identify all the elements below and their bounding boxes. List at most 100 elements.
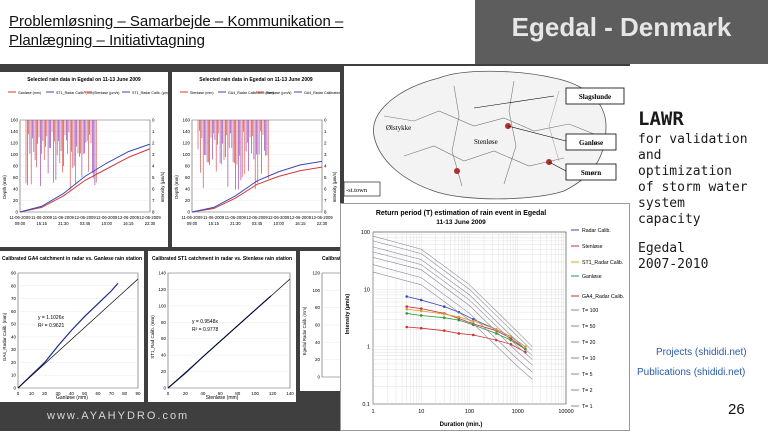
chart2-xtick-date: 12-06-2009 (246, 215, 268, 220)
rp-xtick: 100 (465, 409, 474, 415)
chart2-series-line (191, 160, 323, 213)
rp-series-point (442, 316, 446, 320)
map-marker-stenlose (454, 168, 460, 174)
scatter3-ylabel: Egedal Radar Calib. (mm) (302, 306, 307, 355)
chart1-ytick: 40 (13, 187, 19, 192)
chart1-y2label: Intensity (µm/s) (160, 171, 165, 202)
scatter1-xtick: 20 (42, 391, 48, 396)
chart1-y2tick: 0 (152, 118, 155, 123)
chart2-y2tick: 3 (324, 152, 327, 157)
rp-series-point (495, 328, 498, 331)
scatter2-xtick: 80 (235, 391, 241, 396)
map-road-4 (503, 80, 517, 185)
map-label-box-ganlose (565, 133, 617, 151)
rp-xlabel: Duration (min.) (440, 422, 483, 428)
chart1-xtick-time: 03:45 (80, 221, 91, 226)
scatter1-title: Calibrated GA4 catchment in radar vs. Ga… (2, 256, 142, 262)
return-period-svg: Return period (T) estimation of rain eve… (345, 210, 624, 428)
chart1-xtick-time: 09:00 (15, 221, 26, 226)
chart1-legend-item: ST1_Radar Calib. (mm) (56, 91, 94, 95)
location-title: Egedal - Denmark (511, 12, 732, 42)
scatter-ga4-svg: Calibrated GA4 catchment in radar vs. Ga… (2, 256, 142, 401)
chart2-legend-item: Stenløse (µm/s) (266, 91, 291, 95)
map-pointer-slagslunde (473, 95, 555, 109)
map-label-stenlose: Stenløse (474, 138, 498, 146)
chart2-xtick-time: 22:30 (317, 221, 328, 226)
header-right: Egedal - Denmark (475, 0, 768, 64)
chart1-y2tick: 6 (152, 187, 155, 192)
rp-legend-item: Radar Calib. (582, 228, 611, 234)
rp-series-point (457, 315, 461, 319)
chart1-y2tick: 2 (152, 141, 155, 146)
rp-ytick: 10 (364, 287, 370, 293)
rp-series-point (419, 326, 423, 330)
scatter3-ytick: 100 (312, 288, 320, 293)
rp-series-point (419, 314, 423, 317)
chart2-y2tick: 1 (324, 129, 327, 134)
chart1-xtick-time: 21:30 (58, 221, 69, 226)
chart1-ytick: 20 (13, 198, 19, 203)
rp-series-line (406, 313, 526, 350)
publications-link[interactable]: Publications (shididi.net) (637, 367, 746, 378)
rp-series-line (406, 308, 526, 347)
chart2-y2tick: 4 (324, 164, 327, 169)
scatter-chart-egedal: Calibrat 120 100 80 60 40 20 0 Egedal Radar Ca… (300, 251, 345, 391)
chart1-xtick-date: 12-06-2009 (96, 215, 118, 220)
scatter2-ytick: 120 (158, 287, 166, 292)
map-label-smorn: Smørn (581, 169, 601, 177)
chart1-legend-item: Ganløse (mm) (18, 91, 41, 95)
chart2-xtick-date: 12-06-2009 (290, 215, 312, 220)
chart2-y2tick: 2 (324, 141, 327, 146)
rp-title: Return period (T) estimation of rain eve… (376, 210, 546, 217)
chart1-ytick: 140 (10, 129, 18, 134)
chart1-title: Selected rain data in Egedal on 11-13 Ju… (27, 77, 141, 83)
scatter2-xtick: 100 (251, 391, 259, 396)
scatter2-ytick: 60 (161, 336, 167, 341)
lawr-line-6: capacity (638, 212, 701, 227)
map-pointer-smorn (548, 161, 567, 172)
chart2-xtick-time: 16:15 (295, 221, 306, 226)
scatter3-ytick: 0 (317, 375, 320, 380)
scatter1-ytick: 40 (11, 334, 17, 339)
projects-link[interactable]: Projects (shididi.net) (656, 347, 747, 358)
scatter1-xtick: 70 (109, 391, 115, 396)
rp-series-point (495, 332, 498, 335)
lawr-line-5: system (638, 196, 685, 211)
lawr-line-3: optimization (638, 164, 732, 179)
scatter3-ytick: 80 (315, 305, 321, 310)
scatter2-xtick: 60 (218, 391, 224, 396)
rp-ytick: 0.1 (362, 402, 370, 408)
scatter2-xlabel: Stenløse (mm) (206, 395, 239, 401)
scatter2-ytick: 100 (158, 303, 166, 308)
map-label-olstykke: Ølstykke (386, 124, 411, 132)
chart1-xtick-date: 12-06-2009 (139, 215, 161, 220)
rp-series-point (442, 312, 446, 316)
chart2-xtick-time: 21:30 (230, 221, 241, 226)
rp-series-line (372, 240, 533, 351)
chart2-ytick: 0 (187, 210, 190, 215)
chart1-y2tick: 3 (152, 152, 155, 157)
scatter1-xlabel: Ganløse (mm) (56, 395, 88, 401)
scatter2-xtick: 120 (269, 391, 277, 396)
lawr-block: LAWR for validation and optimization of … (638, 108, 748, 228)
scatter3-ytick: 120 (312, 271, 320, 276)
chart1-xtick-time: 15:15 (36, 221, 47, 226)
chart2-title: Selected rain data in Egedal on 11-13 Ju… (199, 77, 313, 83)
scatter1-xtick: 30 (55, 391, 61, 396)
map-label-slagslunde: Slagslunde (579, 93, 611, 101)
rp-series-line (372, 264, 533, 373)
scatter3-ytick: 20 (315, 357, 321, 362)
page-number: 26 (728, 401, 745, 418)
chart2-ytick: 120 (182, 141, 190, 146)
rp-series-point (457, 318, 461, 322)
rp-legend-item: ST1_Radar Calib. (582, 260, 623, 266)
rp-series-point (472, 333, 475, 337)
chart2-y2tick: 5 (324, 175, 327, 180)
chart2-legend-item: GA4_Radar Calibrated (mm) (228, 91, 274, 95)
scatter1-xtick: 90 (135, 391, 141, 396)
scatter2-xtick: 20 (183, 391, 189, 396)
rp-series-point (405, 307, 409, 311)
rp-series-point (405, 305, 409, 308)
rp-series-point (419, 298, 423, 302)
rp-series-point (457, 332, 461, 335)
